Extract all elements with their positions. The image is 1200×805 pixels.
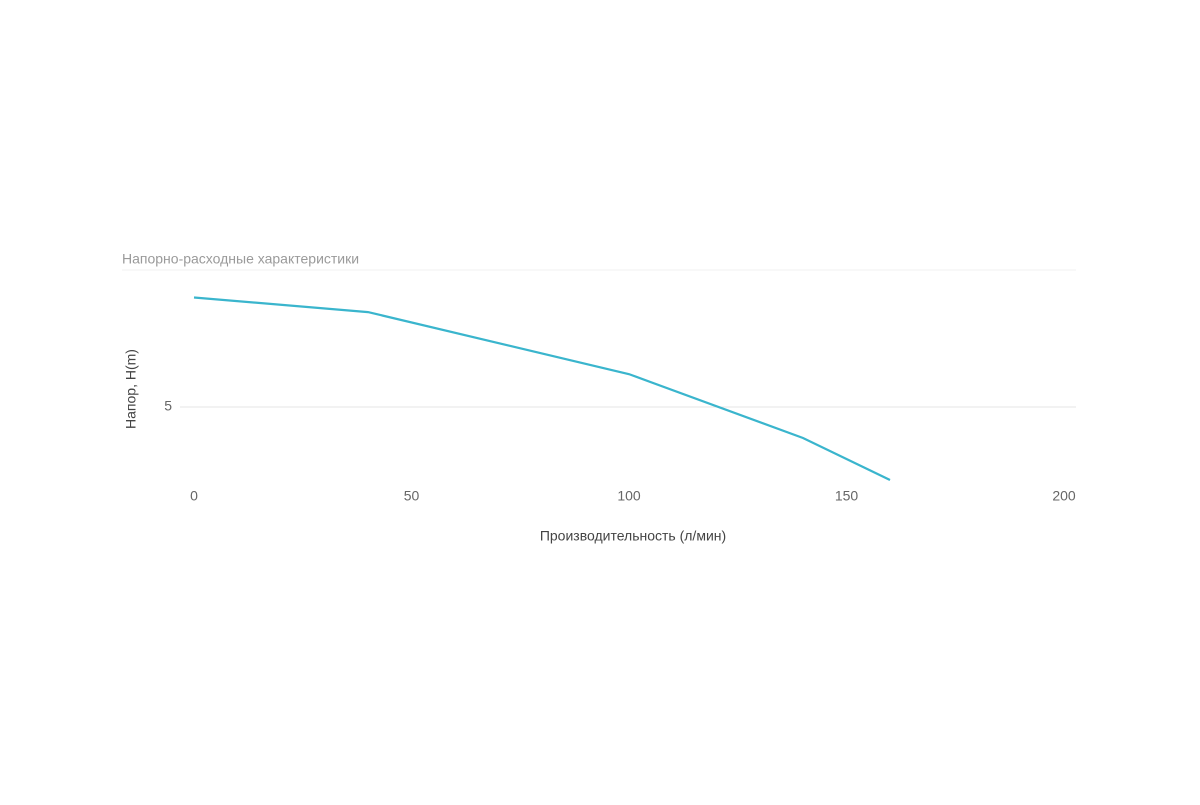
x-axis-title: Производительность (л/мин) <box>540 528 726 544</box>
chart-title: Напорно-расходные характеристики <box>122 251 359 267</box>
data-line <box>193 296 891 481</box>
y-tick-label: 5 <box>164 398 172 414</box>
x-tick-label: 0 <box>190 488 198 504</box>
x-tick-label: 150 <box>835 488 859 504</box>
x-tick-label: 50 <box>404 488 420 504</box>
x-tick-label: 200 <box>1052 488 1076 504</box>
x-tick-label: 100 <box>617 488 641 504</box>
y-axis-title: Напор, H(m) <box>123 349 139 429</box>
